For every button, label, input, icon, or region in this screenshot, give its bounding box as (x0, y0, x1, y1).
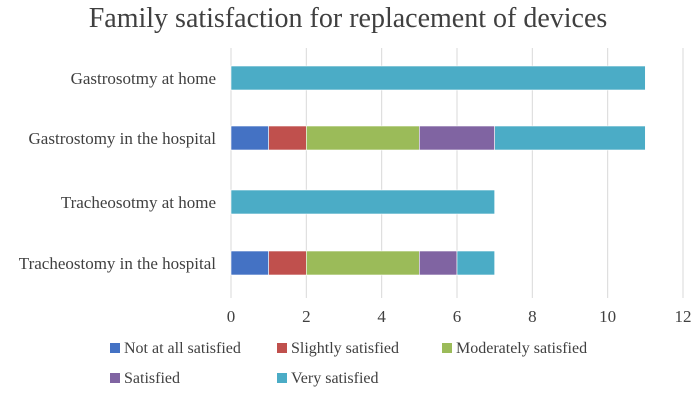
category-label: Tracheosotmy at home (61, 193, 216, 212)
legend-swatch (277, 343, 287, 353)
bar-segment (230, 125, 269, 151)
bar-segment (419, 250, 458, 276)
bar-segment (268, 125, 307, 151)
category-labels: Gastrosotmy at home Gastrostomy in the ho… (19, 69, 216, 273)
x-tick-label: 10 (599, 307, 616, 326)
bar-segment (230, 189, 495, 215)
x-tick-label: 2 (302, 307, 311, 326)
bar-segment (419, 125, 495, 151)
chart-title: Family satisfaction for replacement of d… (89, 3, 608, 34)
legend-swatch (110, 343, 120, 353)
x-tick-label: 8 (528, 307, 537, 326)
legend-label: Moderately satisfied (456, 340, 587, 357)
bar-segment (230, 65, 646, 91)
x-tick-label: 0 (227, 307, 236, 326)
legend-label: Very satisfied (291, 370, 379, 387)
x-tick-label: 12 (675, 307, 692, 326)
category-label: Gastrosotmy at home (71, 69, 216, 88)
bar-segment (268, 250, 307, 276)
legend-label: Slightly satisfied (291, 340, 399, 357)
legend-label: Satisfied (124, 370, 180, 387)
x-tick-label: 4 (377, 307, 386, 326)
bar-segment (494, 125, 646, 151)
x-tick-labels: 0 2 4 6 8 10 12 (227, 307, 692, 326)
bars (230, 65, 646, 276)
legend-label: Not at all satisfied (124, 340, 241, 357)
bar-segment (230, 250, 269, 276)
legend: Not at all satisfied Slightly satisfied Mo… (110, 340, 587, 387)
bar-segment (306, 125, 420, 151)
legend-swatch (110, 373, 120, 383)
bar-segment (456, 250, 495, 276)
x-tick-label: 6 (453, 307, 462, 326)
legend-swatch (277, 373, 287, 383)
category-label: Gastrostomy in the hospital (29, 129, 217, 148)
category-label: Tracheostomy in the hospital (19, 254, 216, 273)
bar-segment (306, 250, 420, 276)
legend-swatch (442, 343, 452, 353)
